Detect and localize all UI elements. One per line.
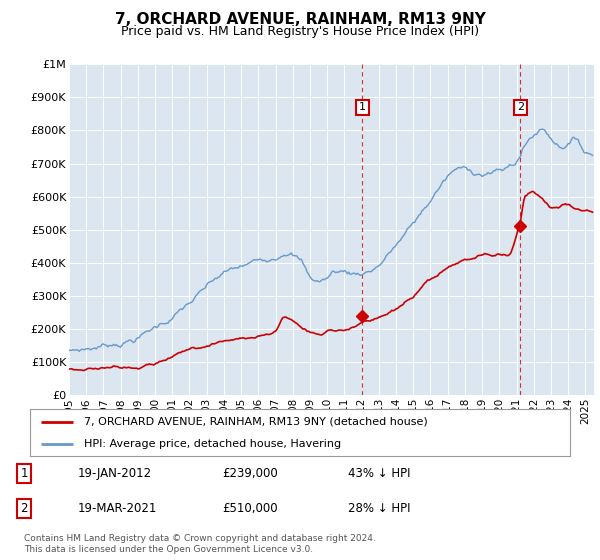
Text: 19-MAR-2021: 19-MAR-2021 — [78, 502, 157, 515]
Text: 19-JAN-2012: 19-JAN-2012 — [78, 466, 152, 480]
Text: £239,000: £239,000 — [222, 466, 278, 480]
Text: 7, ORCHARD AVENUE, RAINHAM, RM13 9NY (detached house): 7, ORCHARD AVENUE, RAINHAM, RM13 9NY (de… — [84, 417, 428, 427]
Text: 43% ↓ HPI: 43% ↓ HPI — [348, 466, 410, 480]
Text: 2: 2 — [517, 102, 524, 113]
Text: 1: 1 — [20, 466, 28, 480]
Text: Contains HM Land Registry data © Crown copyright and database right 2024.
This d: Contains HM Land Registry data © Crown c… — [24, 534, 376, 554]
Text: HPI: Average price, detached house, Havering: HPI: Average price, detached house, Have… — [84, 438, 341, 449]
Text: Price paid vs. HM Land Registry's House Price Index (HPI): Price paid vs. HM Land Registry's House … — [121, 25, 479, 38]
Text: 1: 1 — [359, 102, 366, 113]
Text: £510,000: £510,000 — [222, 502, 278, 515]
Text: 28% ↓ HPI: 28% ↓ HPI — [348, 502, 410, 515]
Text: 7, ORCHARD AVENUE, RAINHAM, RM13 9NY: 7, ORCHARD AVENUE, RAINHAM, RM13 9NY — [115, 12, 485, 27]
Text: 2: 2 — [20, 502, 28, 515]
